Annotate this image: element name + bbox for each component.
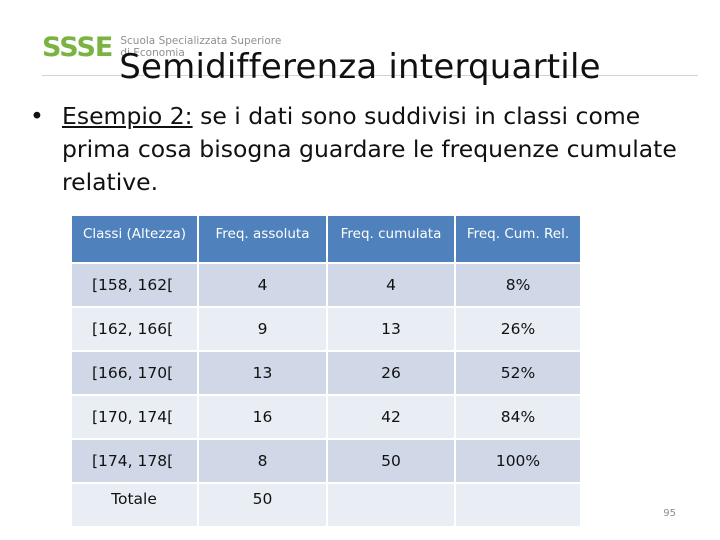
table-cell: 13 (197, 350, 328, 396)
table-cell: [166, 170[ (70, 350, 199, 396)
logo-subtitle-line1: Scuola Specializzata Superiore (120, 35, 282, 47)
page-number: 95 (663, 508, 676, 519)
logo-subtitle: Scuola Specializzata Superiore di Econom… (120, 35, 281, 59)
table-row: [166, 170[ 13 26 52% (70, 350, 582, 396)
bullet-icon: • (30, 102, 44, 130)
slide-title: Semidifferenza interquartile (119, 47, 601, 87)
bullet-body: se i dati sono suddivisi in classi come … (62, 102, 677, 196)
table-cell (326, 482, 456, 528)
table-cell: 4 (326, 262, 456, 308)
table-row: [174, 178[ 8 50 100% (70, 438, 582, 484)
bullet-label: Esempio 2: (62, 102, 193, 130)
table-cell: [158, 162[ (70, 262, 199, 308)
column-header: Classi (Altezza) (70, 214, 199, 264)
ssse-logo: SSSE Scuola Specializzata Superiore di E… (42, 30, 281, 64)
table-cell: 26% (454, 306, 582, 352)
table-cell: [174, 178[ (70, 438, 199, 484)
logo-subtitle-line2: di Economia (120, 47, 185, 59)
table-cell: 50 (326, 438, 456, 484)
table-cell: 9 (197, 306, 328, 352)
table-total-row: Totale 50 (70, 482, 582, 528)
bullet-paragraph: • Esempio 2: se i dati sono suddivisi in… (30, 100, 680, 199)
table-header-row: Classi (Altezza) Freq. assoluta Freq. cu… (70, 214, 582, 264)
table-row: [170, 174[ 16 42 84% (70, 394, 582, 440)
table-cell: 84% (454, 394, 582, 440)
column-header: Freq. assoluta (197, 214, 328, 264)
table-cell: 8% (454, 262, 582, 308)
column-header: Freq. cumulata (326, 214, 456, 264)
table-cell: 100% (454, 438, 582, 484)
table-row: [158, 162[ 4 4 8% (70, 262, 582, 308)
bullet-text: Esempio 2: se i dati sono suddivisi in c… (62, 100, 680, 199)
table-cell: Totale (70, 482, 199, 528)
table-cell: 42 (326, 394, 456, 440)
table-cell: [162, 166[ (70, 306, 199, 352)
logo-mark: SSSE (42, 31, 113, 63)
column-header: Freq. Cum. Rel. (454, 214, 582, 264)
table-cell: [170, 174[ (70, 394, 199, 440)
header-divider (42, 75, 698, 76)
table-cell (454, 482, 582, 528)
table-cell: 50 (197, 482, 328, 528)
table-cell: 4 (197, 262, 328, 308)
table-cell: 8 (197, 438, 328, 484)
table-row: [162, 166[ 9 13 26% (70, 306, 582, 352)
table-cell: 52% (454, 350, 582, 396)
table-cell: 26 (326, 350, 456, 396)
table-cell: 13 (326, 306, 456, 352)
table-cell: 16 (197, 394, 328, 440)
frequency-table: Classi (Altezza) Freq. assoluta Freq. cu… (70, 214, 582, 528)
